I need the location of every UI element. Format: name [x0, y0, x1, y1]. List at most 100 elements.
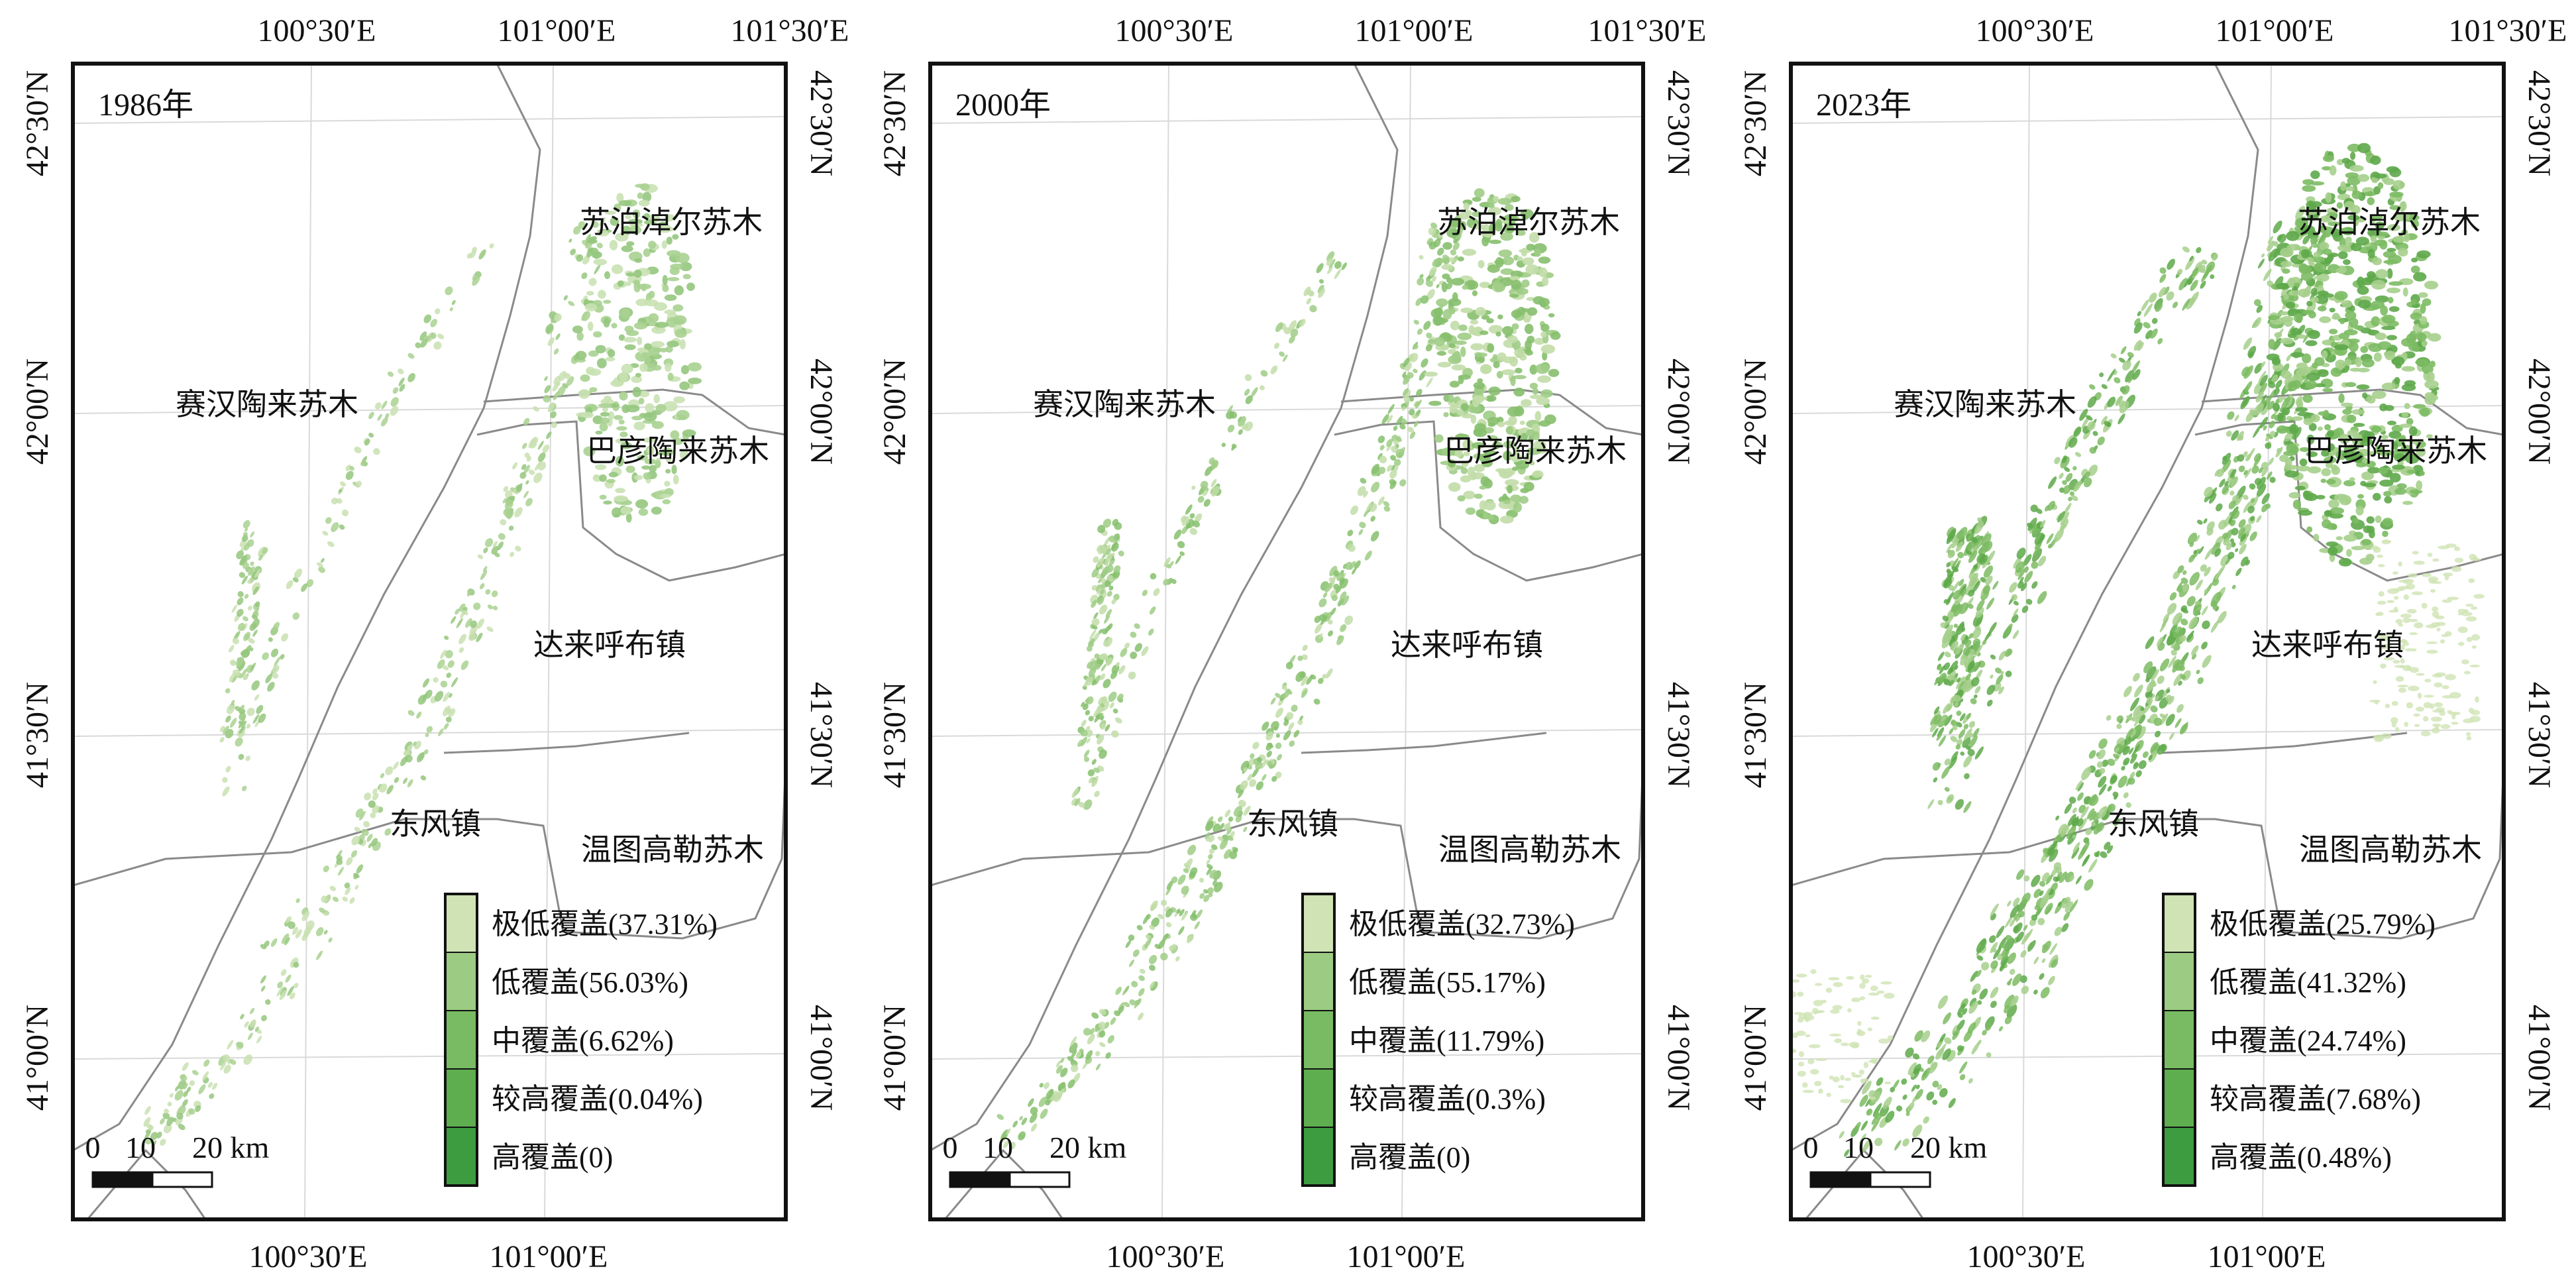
vegetation-patch — [649, 465, 657, 473]
vegetation-patch — [2126, 715, 2133, 721]
vegetation-patch — [1880, 981, 1892, 985]
vegetation-patch — [1327, 266, 1333, 274]
vegetation-patch — [1038, 1097, 1047, 1107]
vegetation-patch — [2159, 622, 2167, 633]
vegetation-patch — [1534, 411, 1542, 421]
vegetation-patch — [222, 786, 230, 797]
vegetation-patch — [2255, 391, 2264, 403]
vegetation-patch — [2273, 241, 2279, 247]
vegetation-patch — [608, 472, 619, 478]
vegetation-patch — [2198, 546, 2204, 554]
vegetation-patch — [2317, 369, 2329, 377]
vegetation-patch — [676, 410, 690, 420]
vegetation-patch — [1142, 914, 1150, 924]
vegetation-patch — [1089, 629, 1097, 640]
vegetation-patch — [1217, 836, 1224, 842]
vegetation-patch — [1989, 935, 1996, 943]
map-frame — [71, 62, 788, 1221]
vegetation-patch — [2376, 611, 2384, 616]
vegetation-patch — [1437, 362, 1452, 368]
vegetation-patch — [1963, 724, 1969, 730]
lon-label-top: 100°30′E — [257, 13, 376, 48]
legend-item: 较高覆盖(0.3%) — [1349, 1083, 1546, 1115]
vegetation-patch — [2394, 376, 2400, 384]
vegetation-patch — [2345, 311, 2357, 320]
vegetation-patch — [1379, 455, 1387, 464]
vegetation-patch — [1939, 1087, 1948, 1097]
vegetation-patch — [1479, 485, 1487, 490]
vegetation-patch — [2454, 557, 2464, 563]
vegetation-patch — [2347, 429, 2359, 437]
vegetation-patch — [2115, 396, 2123, 406]
vegetation-patch — [1532, 296, 1545, 305]
vegetation-patch — [286, 580, 294, 589]
vegetation-patch — [1261, 721, 1269, 731]
vegetation-patch — [651, 326, 666, 334]
vegetation-patch — [2288, 492, 2301, 499]
vegetation-patch — [1487, 264, 1500, 273]
vegetation-patch — [1334, 268, 1342, 280]
vegetation-patch — [1912, 1053, 1920, 1060]
vegetation-patch — [514, 507, 523, 518]
vegetation-patch — [563, 295, 568, 301]
vegetation-patch — [1452, 242, 1460, 251]
vegetation-patch — [526, 456, 531, 462]
vegetation-patch — [593, 258, 608, 266]
vegetation-patch — [503, 486, 509, 492]
vegetation-patch — [2203, 518, 2208, 524]
vegetation-patch — [2306, 526, 2313, 533]
vegetation-patch — [1162, 933, 1169, 942]
vegetation-patch — [1484, 450, 1497, 455]
vegetation-patch — [1160, 952, 1168, 961]
vegetation-patch — [2256, 484, 2267, 497]
vegetation-patch — [551, 421, 557, 429]
vegetation-patch — [246, 723, 251, 729]
vegetation-patch — [1089, 641, 1095, 647]
vegetation-patch — [419, 331, 427, 341]
vegetation-patch — [2078, 818, 2087, 831]
legend-item: 高覆盖(0) — [492, 1141, 613, 1174]
vegetation-patch — [1860, 1120, 1868, 1131]
vegetation-patch — [1954, 702, 1959, 707]
vegetation-patch — [2064, 803, 2072, 814]
vegetation-patch — [1191, 910, 1197, 917]
vegetation-patch — [1951, 557, 1959, 569]
vegetation-patch — [1149, 954, 1157, 964]
vegetation-patch — [370, 812, 376, 818]
vegetation-patch — [2432, 709, 2443, 713]
vegetation-patch — [1942, 1048, 1951, 1060]
place-label: 达来呼布镇 — [533, 628, 686, 662]
vegetation-patch — [1856, 1029, 1862, 1035]
vegetation-patch — [2381, 382, 2396, 391]
vegetation-patch — [1089, 660, 1098, 671]
vegetation-patch — [2320, 215, 2334, 223]
vegetation-patch — [1212, 823, 1220, 832]
vegetation-patch — [1833, 1076, 1840, 1083]
vegetation-patch — [2363, 482, 2377, 488]
vegetation-patch — [2219, 478, 2226, 488]
vegetation-patch — [2227, 551, 2235, 559]
vegetation-patch — [1974, 686, 1981, 694]
vegetation-patch — [1370, 531, 1379, 542]
vegetation-patch — [2119, 400, 2129, 414]
vegetation-patch — [239, 555, 247, 566]
vegetation-patch — [669, 266, 680, 275]
vegetation-patch — [1963, 728, 1972, 741]
vegetation-patch — [1271, 720, 1279, 730]
vegetation-patch — [2424, 392, 2435, 399]
vegetation-patch — [1352, 567, 1357, 575]
vegetation-patch — [2471, 645, 2477, 649]
vegetation-patch — [620, 506, 632, 515]
vegetation-patch — [2389, 205, 2401, 210]
vegetation-patch — [2310, 296, 2320, 303]
vegetation-patch — [2146, 697, 2153, 704]
vegetation-patch — [1176, 909, 1181, 914]
vegetation-patch — [1937, 1084, 1943, 1090]
vegetation-patch — [1932, 762, 1941, 771]
vegetation-patch — [441, 665, 449, 671]
lon-label-bottom: 100°30′E — [1966, 1239, 2085, 1274]
vegetation-patch — [2324, 456, 2337, 464]
lat-label-left: 42°30′N — [1738, 70, 1773, 176]
vegetation-patch — [2085, 415, 2093, 421]
vegetation-patch — [615, 488, 625, 494]
